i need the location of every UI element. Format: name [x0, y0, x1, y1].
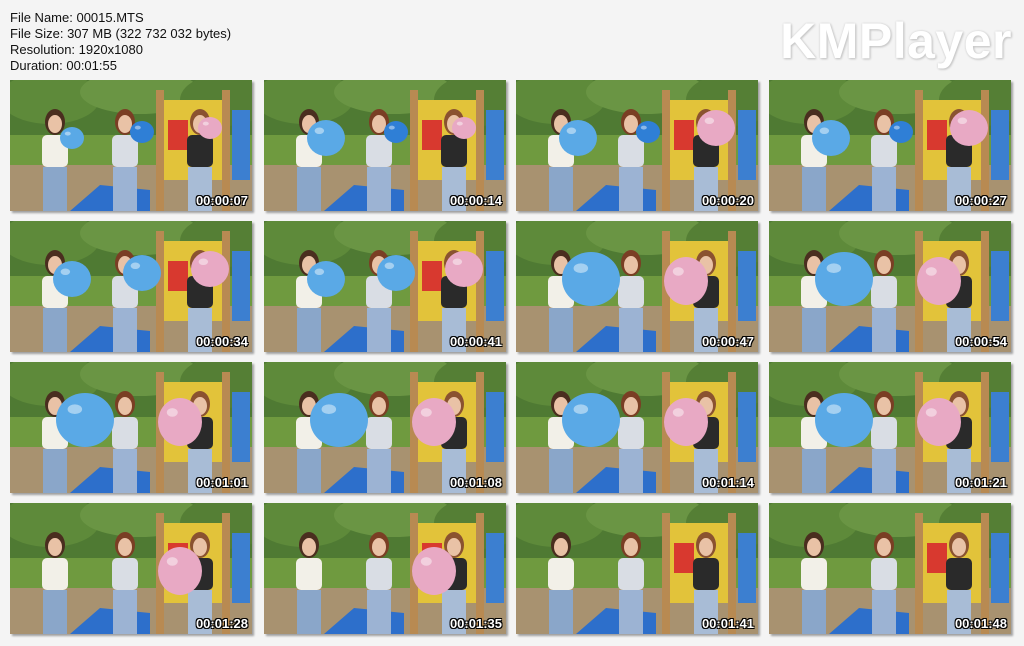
- thumbnail-timestamp: 00:01:21: [954, 475, 1007, 490]
- thumbnail-timestamp: 00:00:54: [954, 334, 1007, 349]
- file-size-text: File Size: 307 MB (322 732 032 bytes): [10, 26, 232, 41]
- balloon-shape: [158, 398, 202, 446]
- duration-text: Duration: 00:01:55: [10, 58, 117, 73]
- balloon-shape: [310, 393, 368, 447]
- balloon-shape: [53, 261, 91, 297]
- thumbnail-scene: [516, 221, 758, 352]
- balloon-shape: [889, 121, 913, 143]
- balloon-shape: [917, 257, 961, 305]
- balloon-shape: [198, 117, 222, 139]
- balloon-shape: [950, 110, 988, 146]
- balloon-shape: [130, 121, 154, 143]
- thumbnail-scene: [516, 362, 758, 493]
- video-thumbnail[interactable]: 00:01:14: [516, 362, 758, 493]
- video-thumbnail[interactable]: 00:01:48: [769, 503, 1011, 634]
- video-thumbnail[interactable]: 00:00:41: [264, 221, 506, 352]
- kmplayer-logo: KMPlayer: [780, 13, 1012, 69]
- thumbnail-scene: [264, 221, 506, 352]
- thumbnail-scene: [769, 221, 1011, 352]
- balloon-shape: [562, 252, 620, 306]
- thumbnail-timestamp: 00:00:07: [195, 193, 248, 208]
- thumbnail-timestamp: 00:00:14: [449, 193, 502, 208]
- balloon-shape: [559, 120, 597, 156]
- video-thumbnail[interactable]: 00:01:35: [264, 503, 506, 634]
- thumbnail-timestamp: 00:00:27: [954, 193, 1007, 208]
- balloon-shape: [158, 547, 202, 595]
- balloon-shape: [664, 257, 708, 305]
- balloon-shape: [412, 547, 456, 595]
- file-info-panel: File Name: 00015.MTS File Size: 307 MB (…: [10, 10, 231, 74]
- thumbnail-scene: [10, 221, 252, 352]
- thumbnail-scene: [264, 503, 506, 634]
- thumbnail-scene: [769, 503, 1011, 634]
- balloon-shape: [812, 120, 850, 156]
- thumbnail-timestamp: 00:01:48: [954, 616, 1007, 631]
- balloon-shape: [445, 251, 483, 287]
- thumbnail-scene: [10, 503, 252, 634]
- balloon-shape: [412, 398, 456, 446]
- thumbnail-scene: [769, 80, 1011, 211]
- thumbnail-timestamp: 00:00:41: [449, 334, 502, 349]
- balloon-shape: [56, 393, 114, 447]
- balloon-shape: [815, 252, 873, 306]
- video-thumbnail[interactable]: 00:00:54: [769, 221, 1011, 352]
- video-thumbnail[interactable]: 00:00:07: [10, 80, 252, 211]
- balloon-shape: [60, 127, 84, 149]
- thumbnail-timestamp: 00:01:08: [449, 475, 502, 490]
- thumbnail-scene: [10, 80, 252, 211]
- resolution-text: Resolution: 1920x1080: [10, 42, 143, 57]
- thumbnail-scene: [516, 80, 758, 211]
- balloon-shape: [697, 110, 735, 146]
- thumbnail-timestamp: 00:00:20: [701, 193, 754, 208]
- balloon-shape: [664, 398, 708, 446]
- balloon-shape: [123, 255, 161, 291]
- balloon-shape: [307, 261, 345, 297]
- thumbnail-timestamp: 00:00:47: [701, 334, 754, 349]
- video-thumbnail[interactable]: 00:01:41: [516, 503, 758, 634]
- balloon-shape: [191, 251, 229, 287]
- thumbnail-grid: 00:00:07 00:00:14 00:00:20 00:00:27 00:00:34…: [10, 80, 1014, 636]
- thumbnail-timestamp: 00:01:28: [195, 616, 248, 631]
- video-thumbnail[interactable]: 00:01:21: [769, 362, 1011, 493]
- balloon-shape: [452, 117, 476, 139]
- thumbnail-scene: [769, 362, 1011, 493]
- video-thumbnail[interactable]: 00:00:34: [10, 221, 252, 352]
- video-thumbnail[interactable]: 00:00:14: [264, 80, 506, 211]
- video-thumbnail[interactable]: 00:01:01: [10, 362, 252, 493]
- thumbnail-scene: [10, 362, 252, 493]
- file-name-text: File Name: 00015.MTS: [10, 10, 144, 25]
- thumbnail-timestamp: 00:01:01: [195, 475, 248, 490]
- balloon-shape: [384, 121, 408, 143]
- thumbnail-timestamp: 00:00:34: [195, 334, 248, 349]
- balloon-shape: [636, 121, 660, 143]
- balloon-shape: [562, 393, 620, 447]
- balloon-shape: [377, 255, 415, 291]
- thumbnail-timestamp: 00:01:41: [701, 616, 754, 631]
- thumbnail-scene: [264, 362, 506, 493]
- thumbnail-timestamp: 00:01:35: [449, 616, 502, 631]
- balloon-shape: [815, 393, 873, 447]
- balloon-shape: [307, 120, 345, 156]
- thumbnail-scene: [264, 80, 506, 211]
- thumbnail-timestamp: 00:01:14: [701, 475, 754, 490]
- balloon-shape: [917, 398, 961, 446]
- video-thumbnail[interactable]: 00:00:20: [516, 80, 758, 211]
- video-thumbnail[interactable]: 00:01:08: [264, 362, 506, 493]
- video-thumbnail[interactable]: 00:00:27: [769, 80, 1011, 211]
- video-thumbnail[interactable]: 00:00:47: [516, 221, 758, 352]
- video-thumbnail[interactable]: 00:01:28: [10, 503, 252, 634]
- thumbnail-scene: [516, 503, 758, 634]
